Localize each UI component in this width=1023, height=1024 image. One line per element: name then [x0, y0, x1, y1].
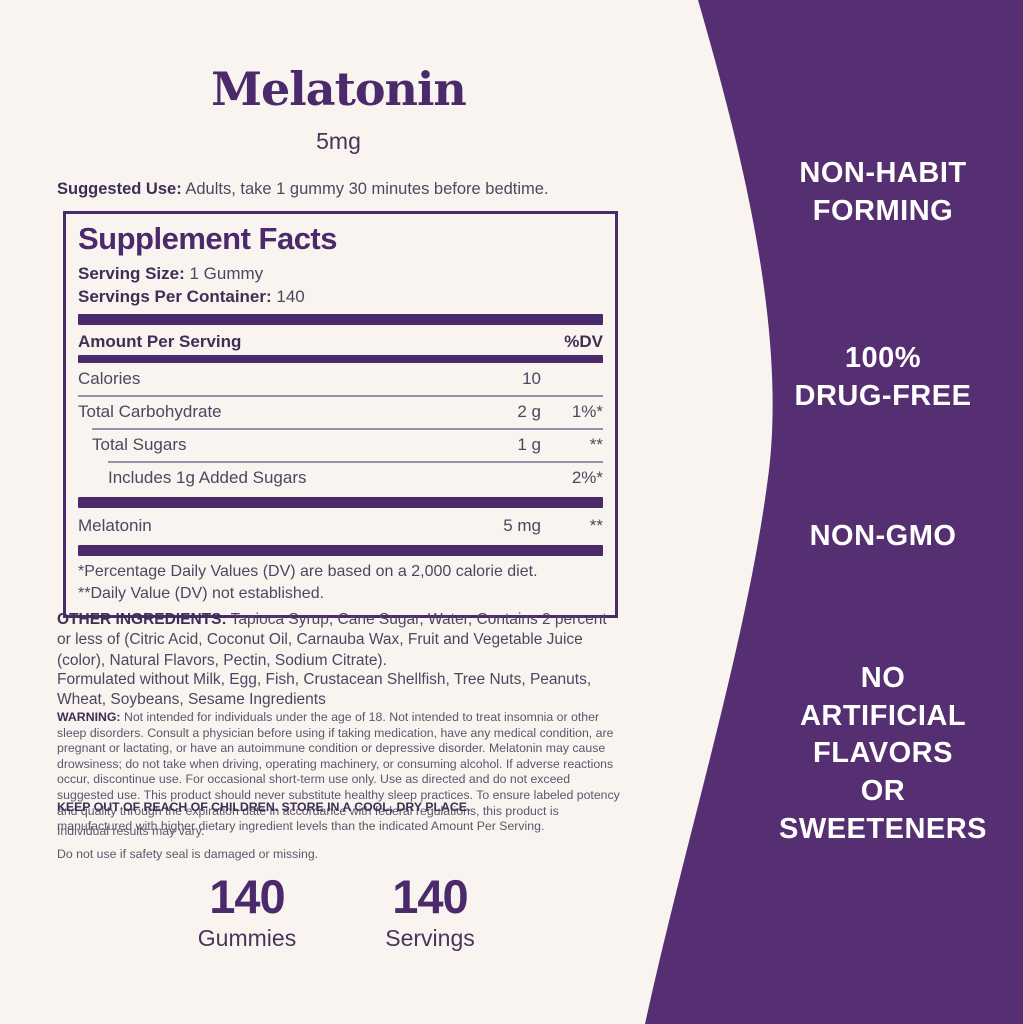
count-badges: 140 Gummies 140 Servings [57, 872, 620, 982]
facts-footnotes: *Percentage Daily Values (DV) are based … [78, 561, 603, 604]
divider-bar-thick [78, 545, 603, 557]
facts-header-row: Amount Per Serving %DV [78, 328, 603, 355]
suggested-use-label: Suggested Use: [57, 180, 182, 198]
facts-row-calories: Calories 10 [78, 369, 541, 389]
serving-size: Serving Size: 1 Gummy [78, 263, 264, 283]
gummies-count-label: Gummies [197, 925, 297, 952]
facts-row-melatonin: Melatonin 5 mg ** [78, 516, 603, 536]
warning-label: WARNING: [57, 710, 121, 724]
gummies-count: 140 Gummies [162, 872, 332, 952]
claim-no-artificial: NO ARTIFICIAL FLAVORS OR SWEETENERS [778, 662, 988, 845]
footnote-dv-not-established: **Daily Value (DV) not established. [78, 585, 325, 603]
suggested-use: Suggested Use: Adults, take 1 gummy 30 m… [57, 180, 620, 199]
servings-per-container: Servings Per Container: 140 [78, 287, 305, 306]
product-title: Melatonin [211, 62, 467, 116]
divider-bar-thick [78, 497, 603, 509]
footnote-daily-values: *Percentage Daily Values (DV) are based … [78, 563, 538, 581]
individual-results-note: Individual results may vary. [57, 824, 205, 838]
safety-seal-note: Do not use if safety seal is damaged or … [57, 847, 319, 861]
serving-size-label: Serving Size: [78, 263, 185, 283]
amount-per-serving-header: Amount Per Serving [78, 332, 242, 352]
gummies-count-value: 140 [209, 870, 285, 923]
row-rule [78, 395, 603, 398]
servings-count: 140 Servings [345, 872, 515, 952]
servings-count-value: 140 [392, 870, 468, 923]
divider-bar-thin [78, 355, 603, 364]
supplement-facts-title: Supplement Facts [78, 221, 338, 256]
claim-non-gmo: NON-GMO [809, 520, 957, 552]
product-dosage: 5mg [316, 128, 361, 154]
row-rule [108, 461, 603, 464]
supplement-facts-panel: Supplement Facts Serving Size: 1 Gummy S… [63, 211, 618, 618]
warning-paragraph: WARNING: Not intended for individuals un… [57, 710, 620, 834]
formulated-without: Formulated without Milk, Egg, Fish, Crus… [57, 671, 592, 709]
suggested-use-text: Adults, take 1 gummy 30 minutes before b… [181, 180, 549, 198]
divider-bar-thick [78, 314, 603, 326]
claims-panel: NON-HABIT FORMING 100% DRUG-FREE NON-GMO… [760, 0, 1006, 1024]
other-ingredients-label: OTHER INGREDIENTS: [57, 611, 227, 628]
servings-count-label: Servings [385, 925, 475, 952]
facts-row-added-sugars: Includes 1g Added Sugars 2%* [108, 468, 603, 488]
other-ingredients: OTHER INGREDIENTS: Tapioca Syrup, Cane S… [57, 611, 607, 669]
facts-row-total-sugars: Total Sugars 1 g ** [92, 435, 603, 455]
claim-drug-free: 100% DRUG-FREE [794, 342, 972, 412]
claim-non-habit-forming: NON-HABIT FORMING [799, 157, 967, 227]
row-rule [92, 428, 603, 431]
label-column: Melatonin 5mg Suggested Use: Adults, tak… [57, 0, 620, 1024]
dv-header: %DV [564, 332, 603, 352]
facts-row-total-carbohydrate: Total Carbohydrate 2 g 1%* [78, 402, 603, 422]
keep-out-of-reach: KEEP OUT OF REACH OF CHILDREN. STORE IN … [57, 800, 471, 814]
servings-per-container-label: Servings Per Container: [78, 287, 272, 306]
